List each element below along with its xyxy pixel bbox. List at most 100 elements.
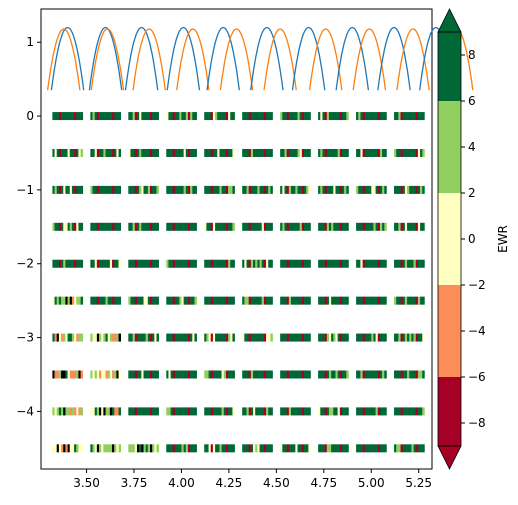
strip-cell (172, 370, 176, 379)
strip-cell (257, 185, 260, 194)
strip-cell (179, 296, 182, 305)
strip-cell (261, 222, 265, 231)
strip-cell (96, 444, 100, 453)
strip-cell (344, 222, 347, 231)
strip-cell (116, 222, 119, 231)
strip-cell (206, 259, 209, 268)
strip-cell (341, 370, 345, 379)
arch-line (250, 26, 284, 91)
strip-cell (261, 148, 265, 157)
strip-cell (109, 333, 113, 342)
strip-cell (362, 444, 366, 453)
strip-cell (174, 185, 178, 194)
strip-cell (132, 112, 136, 121)
strip-cell (320, 444, 323, 453)
strip-cell (356, 296, 359, 305)
strip-cell (150, 112, 153, 121)
strip-cell (221, 333, 225, 342)
colorbar-tick-label: −8 (468, 416, 486, 430)
strip-cell (246, 407, 249, 416)
strip-cell (230, 333, 233, 342)
strip-cell (308, 370, 311, 379)
strip-cell (204, 222, 207, 231)
arch-line (377, 26, 411, 91)
strip-cell (295, 407, 298, 416)
strip-cell (154, 148, 157, 157)
strip-cell (362, 296, 366, 305)
strip-cell (306, 407, 309, 416)
strip-cell (63, 148, 66, 157)
strip-cell (177, 296, 180, 305)
strip-cell (280, 296, 283, 305)
strip-cell (301, 112, 305, 121)
strip-cell (420, 259, 423, 268)
colorbar-tick-label: 2 (468, 186, 476, 200)
strip-cell (223, 407, 227, 416)
strip-cell (141, 259, 144, 268)
strip-cell (400, 222, 404, 231)
strip-cell (420, 148, 423, 157)
strip-cell (141, 444, 144, 453)
strip-cell (208, 296, 212, 305)
strip-cell (204, 185, 207, 194)
strip-cell (69, 370, 73, 379)
strip-cell (212, 444, 216, 453)
strip-cell (101, 407, 104, 416)
strip-cell (396, 296, 399, 305)
strip-cell (328, 296, 332, 305)
strip-cell (320, 296, 323, 305)
strip-cell (341, 185, 345, 194)
strip-cell (116, 370, 119, 379)
strip-cell (318, 444, 321, 453)
strip-cell (217, 148, 220, 157)
strip-cell (65, 185, 68, 194)
strip-cell (56, 444, 60, 453)
strip-cell (134, 185, 138, 194)
strip-cell (304, 333, 307, 342)
strip-cell (286, 407, 290, 416)
strip-cell (282, 148, 285, 157)
strip-cell (250, 296, 254, 305)
strip-cell (362, 148, 366, 157)
strip-cell (118, 333, 122, 342)
strip-cell (346, 112, 349, 121)
strip-cell (331, 296, 334, 305)
strip-cell (382, 222, 385, 231)
strip-cell (177, 259, 180, 268)
strip-cell (145, 407, 149, 416)
strip-cell (341, 333, 345, 342)
strip-cell (185, 333, 189, 342)
strip-cell (61, 112, 64, 121)
strip-cell (341, 296, 345, 305)
strip-cell (208, 370, 212, 379)
strip-cell (280, 148, 283, 157)
strip-cell (114, 333, 117, 342)
strip-cell (382, 185, 385, 194)
strip-cell (407, 222, 410, 231)
strip-cell (270, 222, 273, 231)
strip-cell (326, 259, 330, 268)
strip-cell (101, 112, 104, 121)
strip-cell (170, 185, 174, 194)
strip-cell (139, 296, 142, 305)
strip-cell (288, 444, 292, 453)
strip-cell (118, 222, 122, 231)
strip-cell (398, 112, 401, 121)
strip-cell (308, 222, 311, 231)
strip-cell (152, 222, 155, 231)
strip-cell (344, 148, 347, 157)
strip-cell (308, 333, 311, 342)
strip-cell (291, 370, 294, 379)
strip-cell (170, 222, 174, 231)
strip-cell (293, 370, 296, 379)
x-tick-label: 4.75 (310, 476, 337, 490)
arch-line (124, 26, 159, 91)
strip-cell (248, 370, 252, 379)
strip-cell (141, 222, 144, 231)
strip-cell (230, 370, 233, 379)
strip-cell (306, 148, 309, 157)
strip-cell (328, 370, 332, 379)
strip-cell (263, 333, 267, 342)
strip-cell (228, 259, 231, 268)
strip-cell (282, 370, 285, 379)
